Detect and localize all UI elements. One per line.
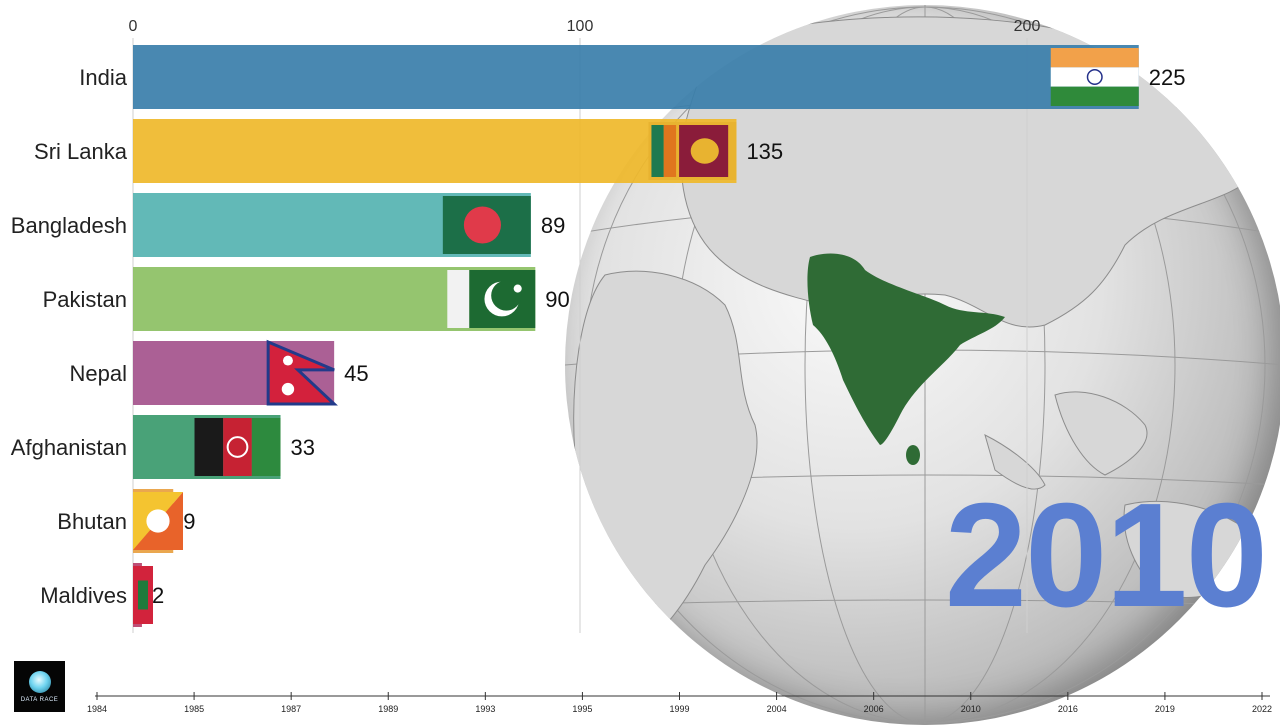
south-asia-region [807,253,1005,445]
x-tick-label: 0 [129,18,138,35]
data-race-logo: DATA RACE [14,661,65,712]
category-label: Maldives [40,583,127,608]
logo-text: DATA RACE [20,696,59,703]
bhutan-flag-icon [133,492,183,550]
logo-orb-icon [28,670,51,693]
value-label: 45 [344,361,368,386]
x-tick-label: 200 [1014,18,1041,35]
timeline-year-label: 2006 [864,704,884,714]
category-label: Nepal [70,361,127,386]
year-label: 2010 [944,473,1268,638]
bar [133,119,737,183]
timeline-year-label: 2010 [961,704,981,714]
india-flag-icon [1050,48,1139,106]
timeline-year-label: 1995 [572,704,592,714]
value-label: 2 [152,583,164,608]
value-label: 90 [545,287,569,312]
category-label: Afghanistan [11,435,127,460]
value-label: 89 [541,213,565,238]
timeline-year-label: 1993 [475,704,495,714]
timeline-year-label: 1987 [281,704,301,714]
nepal-flag-icon [266,339,338,406]
value-label: 33 [291,435,315,460]
category-label: India [79,65,127,90]
timeline-year-label: 1989 [378,704,398,714]
timeline-year-label: 2016 [1058,704,1078,714]
bar [133,45,1139,109]
x-tick-label: 100 [567,18,594,35]
category-label: Bhutan [57,509,127,534]
timeline-year-label: 2004 [767,704,787,714]
value-label: 135 [746,139,783,164]
timeline-year-label: 1985 [184,704,204,714]
category-label: Bangladesh [11,213,127,238]
value-label: 9 [183,509,195,534]
timeline-year-label: 1984 [87,704,107,714]
category-label: Pakistan [43,287,127,312]
sri-lanka-flag-icon [648,122,737,180]
timeline: 1984 1985 1987 1989 1993 1995 1999 2004 2006 2010… [87,692,1272,714]
timeline-year-label: 2019 [1155,704,1175,714]
timeline-year-label: 2022 [1252,704,1272,714]
timeline-year-label: 1999 [669,704,689,714]
afghanistan-flag-icon [194,418,281,476]
pakistan-flag-icon [447,270,536,328]
maldives-flag-icon [133,566,153,624]
value-label: 225 [1149,65,1186,90]
category-label: Sri Lanka [34,139,128,164]
bangladesh-flag-icon [442,196,531,254]
